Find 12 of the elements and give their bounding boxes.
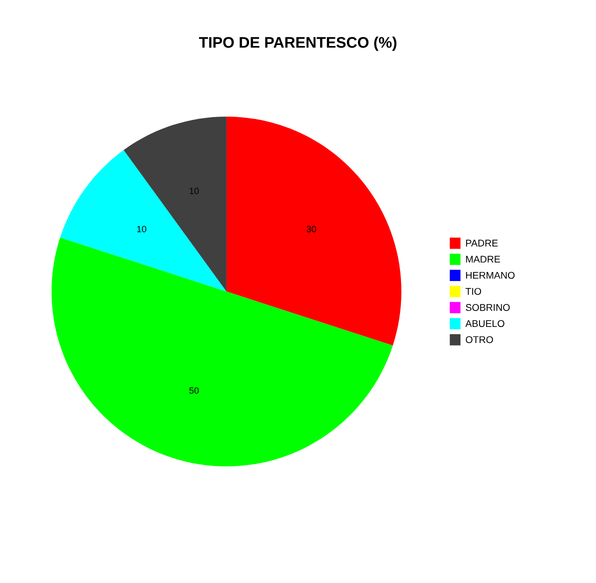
- data-label: 10: [137, 226, 146, 232]
- legend-label: ABUELO: [465, 320, 504, 328]
- legend-label: PADRE: [466, 240, 498, 246]
- data-label: 30: [306, 226, 316, 232]
- legend-label: SOBRINO: [466, 304, 510, 311]
- data-label: 50: [189, 387, 199, 394]
- legend-label: OTRO: [466, 336, 493, 344]
- data-label: 10: [190, 188, 199, 194]
- legend-label: TIO: [466, 288, 482, 295]
- legend-label: MADRE: [466, 256, 500, 263]
- legend-label: HERMANO: [466, 272, 515, 279]
- chart-title: TIPO DE PARENTESCO (%): [198, 36, 396, 51]
